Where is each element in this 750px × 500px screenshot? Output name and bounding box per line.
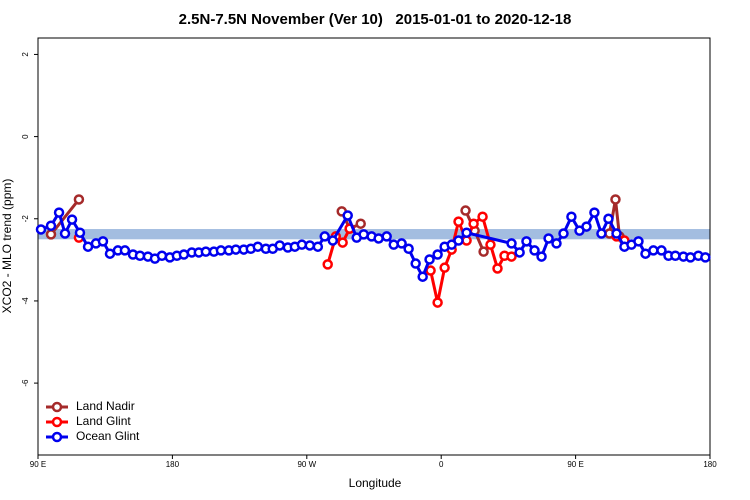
point (460, 205, 471, 216)
x-axis-label: Longitude (349, 476, 402, 490)
point (45, 220, 57, 232)
point (648, 245, 659, 256)
point (478, 246, 489, 257)
point (45, 229, 57, 240)
point (596, 228, 607, 239)
point (381, 231, 392, 242)
x-tick-label: 0 (439, 460, 444, 469)
legend-label: Ocean Glint (76, 429, 140, 443)
x-tick-label: 180 (703, 460, 717, 469)
point (529, 245, 540, 256)
x-tick-label: 180 (166, 460, 180, 469)
point (589, 207, 600, 218)
point (439, 262, 450, 273)
point (610, 194, 621, 205)
legend-marker (51, 416, 63, 428)
point (558, 228, 569, 239)
y-axis-label: XCO2 - MLO trend (ppm) (0, 179, 14, 314)
point (322, 259, 333, 270)
legend-marker (51, 401, 63, 413)
legend-label: Land Glint (76, 414, 131, 428)
point (373, 233, 384, 244)
point (74, 227, 86, 238)
point (633, 236, 644, 247)
point (410, 258, 421, 269)
point (461, 227, 472, 238)
point (53, 207, 65, 218)
point (656, 245, 667, 256)
y-tick-label: -2 (21, 215, 30, 223)
point (566, 211, 577, 222)
point (337, 237, 348, 248)
point (536, 251, 547, 262)
x-tick-label: 90 W (297, 460, 316, 469)
point (700, 252, 711, 263)
point (543, 233, 554, 244)
y-tick-label: 0 (21, 134, 30, 139)
y-tick-label: 2 (21, 52, 30, 57)
legend-label: Land Nadir (76, 399, 135, 413)
legend-marker (51, 431, 63, 443)
point (73, 194, 85, 205)
point (403, 243, 414, 255)
point (551, 238, 562, 249)
point (252, 241, 264, 252)
point (477, 211, 488, 222)
point (492, 263, 503, 274)
chart-title: 2.5N-7.5N November (Ver 10) 2015-01-01 t… (179, 11, 572, 28)
point (611, 228, 622, 239)
point (521, 236, 532, 247)
point (388, 239, 399, 250)
point (342, 210, 353, 221)
point (506, 238, 517, 249)
point (200, 246, 212, 257)
point (670, 250, 681, 261)
point (97, 236, 109, 247)
y-tick-label: -6 (21, 379, 30, 387)
point (485, 239, 496, 250)
point (432, 249, 443, 260)
point (417, 271, 428, 282)
point (424, 254, 435, 265)
point (119, 245, 131, 256)
point (432, 297, 443, 308)
point (66, 214, 78, 225)
point (327, 235, 339, 246)
point (319, 231, 330, 242)
point (468, 218, 479, 229)
point (355, 218, 366, 229)
x-tick-label: 90 E (30, 460, 46, 469)
x-tick-label: 90 E (567, 460, 583, 469)
point (274, 240, 286, 251)
point (506, 251, 517, 262)
point (312, 241, 324, 252)
point (396, 238, 407, 249)
point (453, 235, 464, 246)
y-tick-label: -4 (21, 297, 30, 305)
point (304, 240, 316, 251)
plot-frame (37, 37, 711, 456)
point (603, 213, 614, 225)
point (514, 247, 525, 258)
point (59, 228, 71, 239)
point (453, 216, 464, 227)
point (35, 224, 47, 235)
point (581, 221, 592, 232)
